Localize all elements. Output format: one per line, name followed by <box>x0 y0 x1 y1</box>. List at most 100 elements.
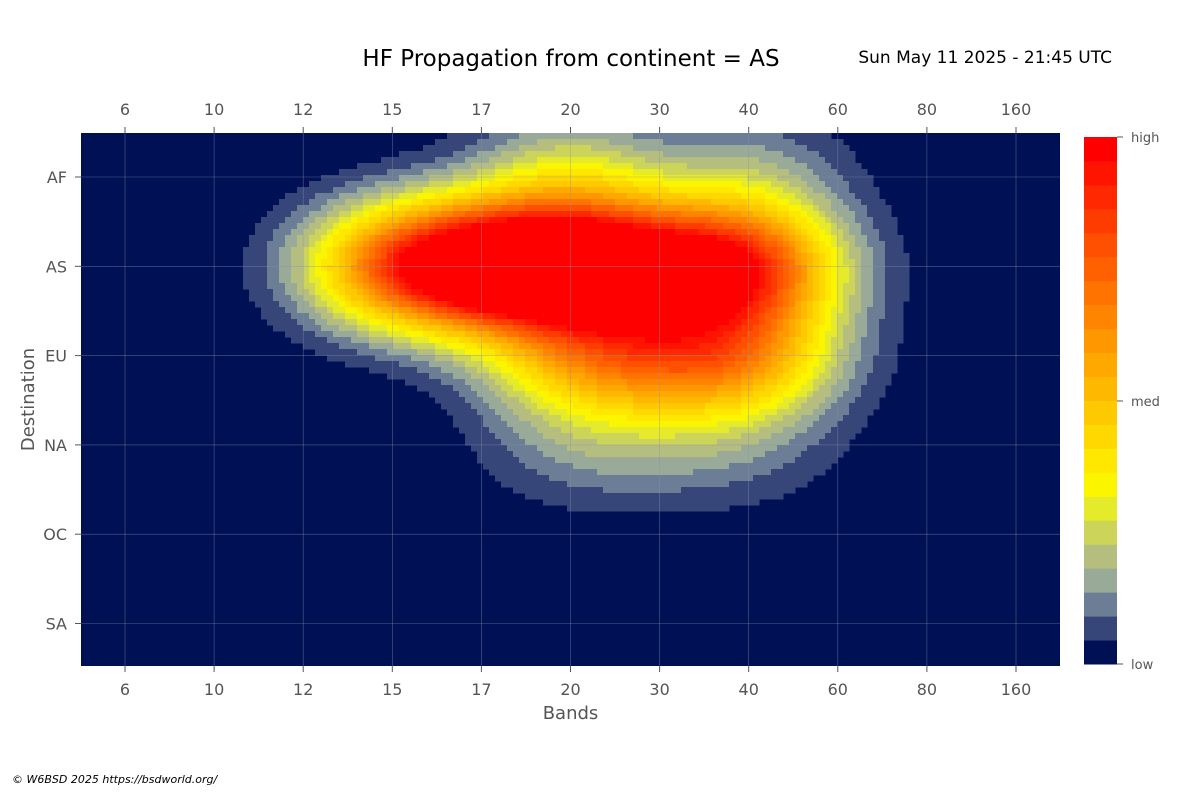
heat-cell <box>375 253 382 260</box>
heat-cell <box>753 415 760 422</box>
heat-cell <box>609 427 616 434</box>
heat-cell <box>543 301 550 308</box>
heat-cell <box>615 145 622 152</box>
heat-cell <box>435 265 442 272</box>
heat-cell <box>369 187 376 194</box>
heat-cell <box>447 193 454 200</box>
heat-cell <box>795 325 802 332</box>
heat-cell <box>735 205 742 212</box>
heat-cell <box>261 259 268 266</box>
heat-cell <box>429 175 436 182</box>
heat-cell <box>507 145 514 152</box>
heat-cell <box>621 283 628 290</box>
heat-cell <box>489 205 496 212</box>
heat-cell <box>447 307 454 314</box>
heat-cell <box>423 187 430 194</box>
heat-cell <box>819 439 826 446</box>
heat-cell <box>585 193 592 200</box>
heat-cell <box>615 211 622 218</box>
heat-cell <box>723 169 730 176</box>
heat-cell <box>855 229 862 236</box>
heat-cell <box>651 223 658 230</box>
heat-cell <box>525 391 532 398</box>
heat-cell <box>843 277 850 284</box>
heat-cell <box>561 247 568 254</box>
heat-cell <box>657 397 664 404</box>
heat-cell <box>459 355 466 362</box>
heat-cell <box>723 427 730 434</box>
heat-cell <box>501 373 508 380</box>
heat-cell <box>789 343 796 350</box>
heat-cell <box>381 307 388 314</box>
heat-cell <box>495 271 502 278</box>
heat-cell <box>621 247 628 254</box>
heat-cell <box>837 139 844 146</box>
heat-cell <box>657 301 664 308</box>
heat-cell <box>513 433 520 440</box>
heat-cell <box>783 421 790 428</box>
heat-cell <box>525 187 532 194</box>
heat-cell <box>825 343 832 350</box>
heat-cell <box>309 253 316 260</box>
heat-cell <box>723 181 730 188</box>
heat-cell <box>531 397 538 404</box>
heat-cell <box>753 265 760 272</box>
heat-cell <box>543 211 550 218</box>
heat-cell <box>867 349 874 356</box>
heat-cell <box>723 361 730 368</box>
heat-cell <box>747 409 754 416</box>
heat-cell <box>495 397 502 404</box>
heat-cell <box>681 337 688 344</box>
heat-cell <box>327 319 334 326</box>
heat-cell <box>453 421 460 428</box>
heat-cell <box>561 283 568 290</box>
heat-cell <box>561 355 568 362</box>
heat-cell <box>831 223 838 230</box>
heat-cell <box>783 355 790 362</box>
heat-cell <box>429 337 436 344</box>
heat-cell <box>483 205 490 212</box>
heat-cell <box>561 253 568 260</box>
heat-cell <box>525 175 532 182</box>
heat-cell <box>459 367 466 374</box>
heat-cell <box>777 397 784 404</box>
heat-cell <box>831 379 838 386</box>
heat-cell <box>765 145 772 152</box>
heat-cell <box>837 163 844 170</box>
heat-cell <box>261 289 268 296</box>
heat-cell <box>741 409 748 416</box>
heat-cell <box>687 325 694 332</box>
heat-cell <box>375 307 382 314</box>
heat-cell <box>861 283 868 290</box>
heat-cell <box>633 355 640 362</box>
heat-cell <box>711 193 718 200</box>
heat-cell <box>273 217 280 224</box>
heat-cell <box>549 421 556 428</box>
heat-cell <box>705 265 712 272</box>
heat-cell <box>831 367 838 374</box>
heat-cell <box>297 217 304 224</box>
heat-cell <box>273 211 280 218</box>
heat-cell <box>417 325 424 332</box>
heat-cell <box>441 199 448 206</box>
heat-cell <box>543 199 550 206</box>
heat-cell <box>879 289 886 296</box>
heat-cell <box>729 229 736 236</box>
heat-cell <box>633 307 640 314</box>
heat-cell <box>753 271 760 278</box>
heat-cell <box>609 451 616 458</box>
heat-cell <box>753 373 760 380</box>
heat-cell <box>759 193 766 200</box>
heat-cell <box>855 313 862 320</box>
heat-cell <box>621 415 628 422</box>
heat-cell <box>819 151 826 158</box>
heat-cell <box>513 193 520 200</box>
heat-cell <box>759 139 766 146</box>
heat-cell <box>795 433 802 440</box>
heat-cell <box>387 199 394 206</box>
heat-cell <box>315 223 322 230</box>
heat-cell <box>765 265 772 272</box>
heat-cell <box>645 139 652 146</box>
heat-cell <box>405 223 412 230</box>
heat-cell <box>483 265 490 272</box>
